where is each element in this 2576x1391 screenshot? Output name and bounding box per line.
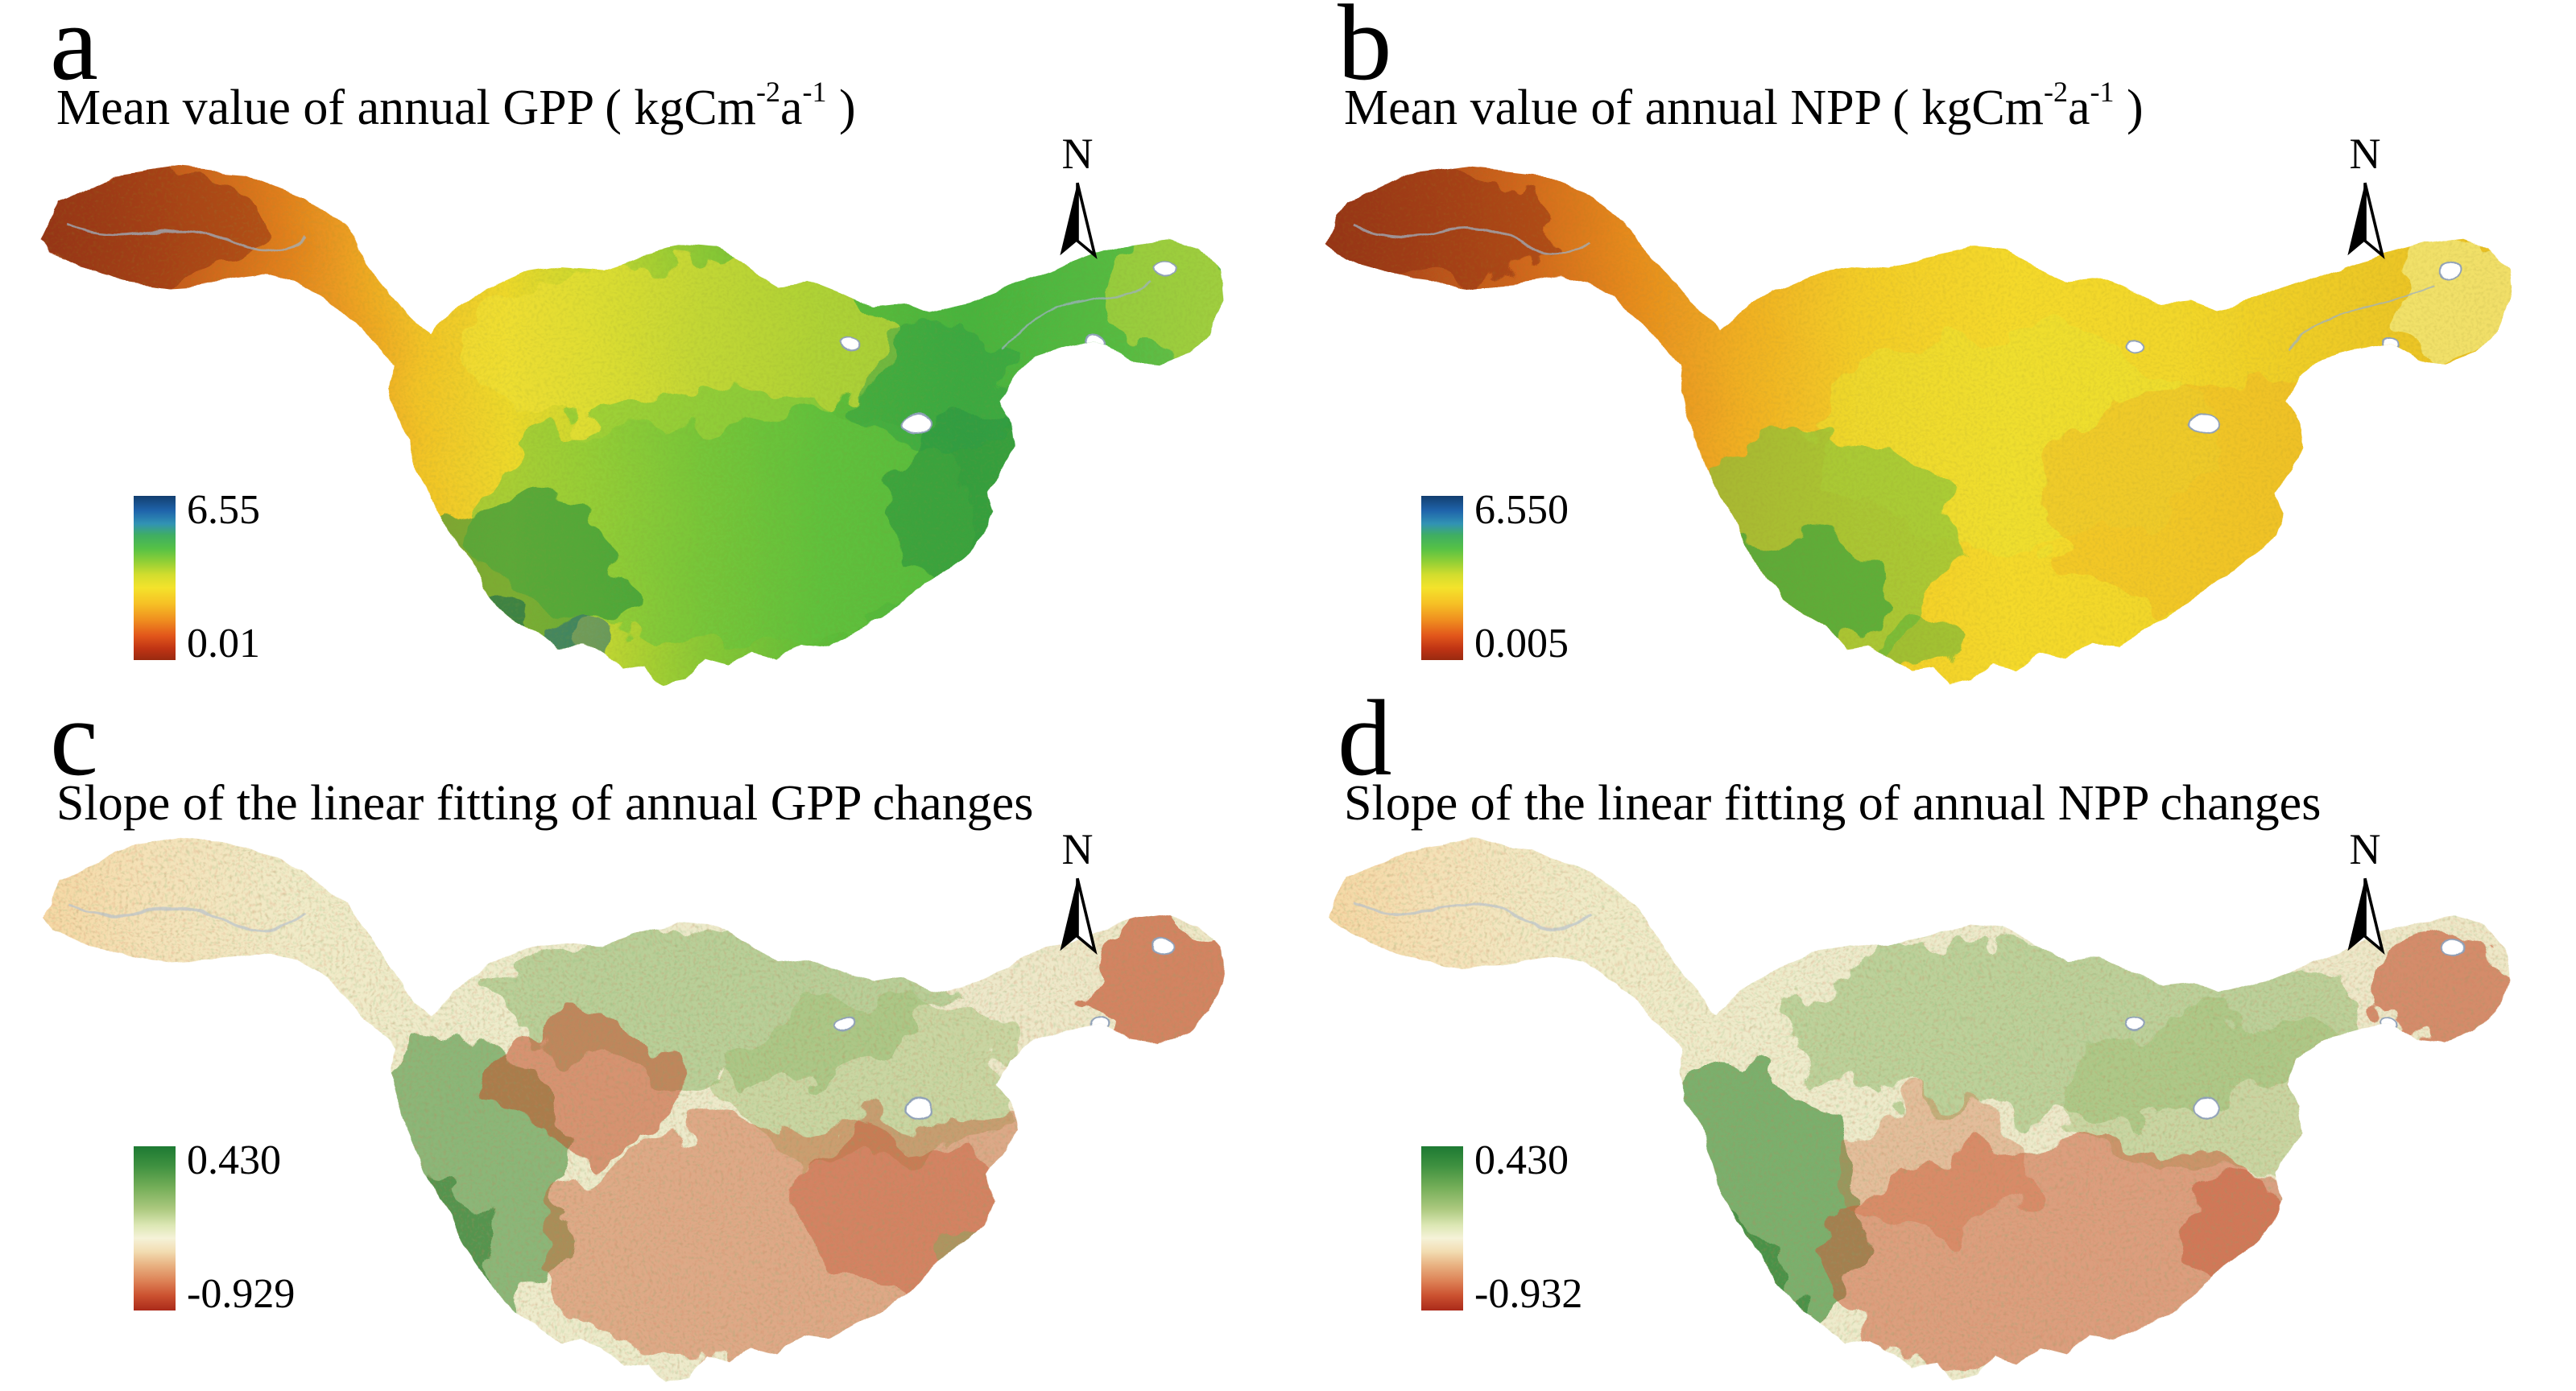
panel-c: c Slope of the linear fitting of annual … [0,684,1288,1391]
colorbar-npp-mean: 6.550 0.005 [1421,489,1569,665]
compass-arrow-icon [2347,182,2385,260]
colorbar-ramp [1421,496,1463,660]
title-superscript: -1 [2090,76,2115,108]
panel-title-d: Slope of the linear fitting of annual NP… [1344,776,2321,831]
colorbar-npp-slope: 0.430 -0.932 [1421,1140,1582,1315]
panel-label-a: a [50,0,98,103]
colorbar-max-label: 0.430 [1474,1137,1569,1183]
title-superscript: -2 [756,76,780,108]
colorbar-max-label: 6.550 [1474,487,1569,533]
panel-title-text: ) [826,80,856,135]
panel-title-text: Slope of the linear fitting of annual NP… [1344,776,2322,831]
north-label: N [1061,130,1094,178]
north-label: N [1061,825,1094,873]
panel-title-text: a [2068,80,2090,135]
title-superscript: -2 [2044,76,2068,108]
colorbar-min-label: -0.929 [187,1271,296,1317]
panel-title-b: Mean value of annual NPP ( kgCm-2a-1 ) [1344,76,2144,135]
panel-title-c: Slope of the linear fitting of annual GP… [56,776,1033,831]
compass-arrow-icon [1060,182,1098,260]
colorbar-ramp [134,1146,176,1311]
north-label: N [2349,825,2381,873]
panel-title-text: a [780,80,803,135]
colorbar-min-label: -0.932 [1474,1271,1583,1317]
panel-label-b: b [1338,0,1392,103]
north-label: N [2349,130,2381,178]
north-arrow: N [2323,828,2407,958]
panel-title-text: Mean value of annual NPP ( kgCm [1344,80,2044,135]
colorbar-max-label: 6.55 [187,487,260,533]
colorbar-max-label: 0.430 [187,1137,281,1183]
colorbar-min-label: 0.005 [1474,621,1569,667]
panel-title-text: Mean value of annual GPP ( kgCm [56,80,756,135]
map-gpp-slope [40,840,1222,1381]
panel-label-d: d [1338,679,1392,799]
colorbar-min-label: 0.01 [187,621,260,667]
panel-b: b Mean value of annual NPP ( kgCm-2a-1 ) [1288,0,2575,696]
panel-title-a: Mean value of annual GPP ( kgCm-2a-1 ) [56,76,856,135]
north-arrow: N [1036,828,1119,958]
north-arrow: N [2323,132,2407,262]
rivers [67,902,304,931]
panel-label-c: c [50,679,98,799]
colorbar-ramp [1421,1146,1463,1311]
compass-arrow-icon [1060,877,1098,956]
panel-d: d Slope of the linear fitting of annual … [1288,684,2575,1391]
rivers [67,225,1148,349]
rivers [1354,225,2436,349]
panel-title-text: Slope of the linear fitting of annual GP… [56,776,1034,831]
map-annual-npp-mean [1328,167,2510,687]
map-annual-gpp-mean [40,167,1222,687]
colorbar-gpp-slope: 0.430 -0.929 [134,1140,295,1315]
compass-arrow-icon [2347,877,2385,956]
map-npp-slope [1328,840,2510,1381]
panel-title-text: ) [2114,80,2144,135]
colorbar-gpp-mean: 6.55 0.01 [134,489,260,665]
colorbar-ramp [134,496,176,660]
panel-a: a Mean value of annual GPP ( kgCm-2a-1 ) [0,0,1288,696]
title-superscript: -1 [802,76,827,108]
rivers [1354,902,1592,931]
north-arrow: N [1036,132,1119,262]
